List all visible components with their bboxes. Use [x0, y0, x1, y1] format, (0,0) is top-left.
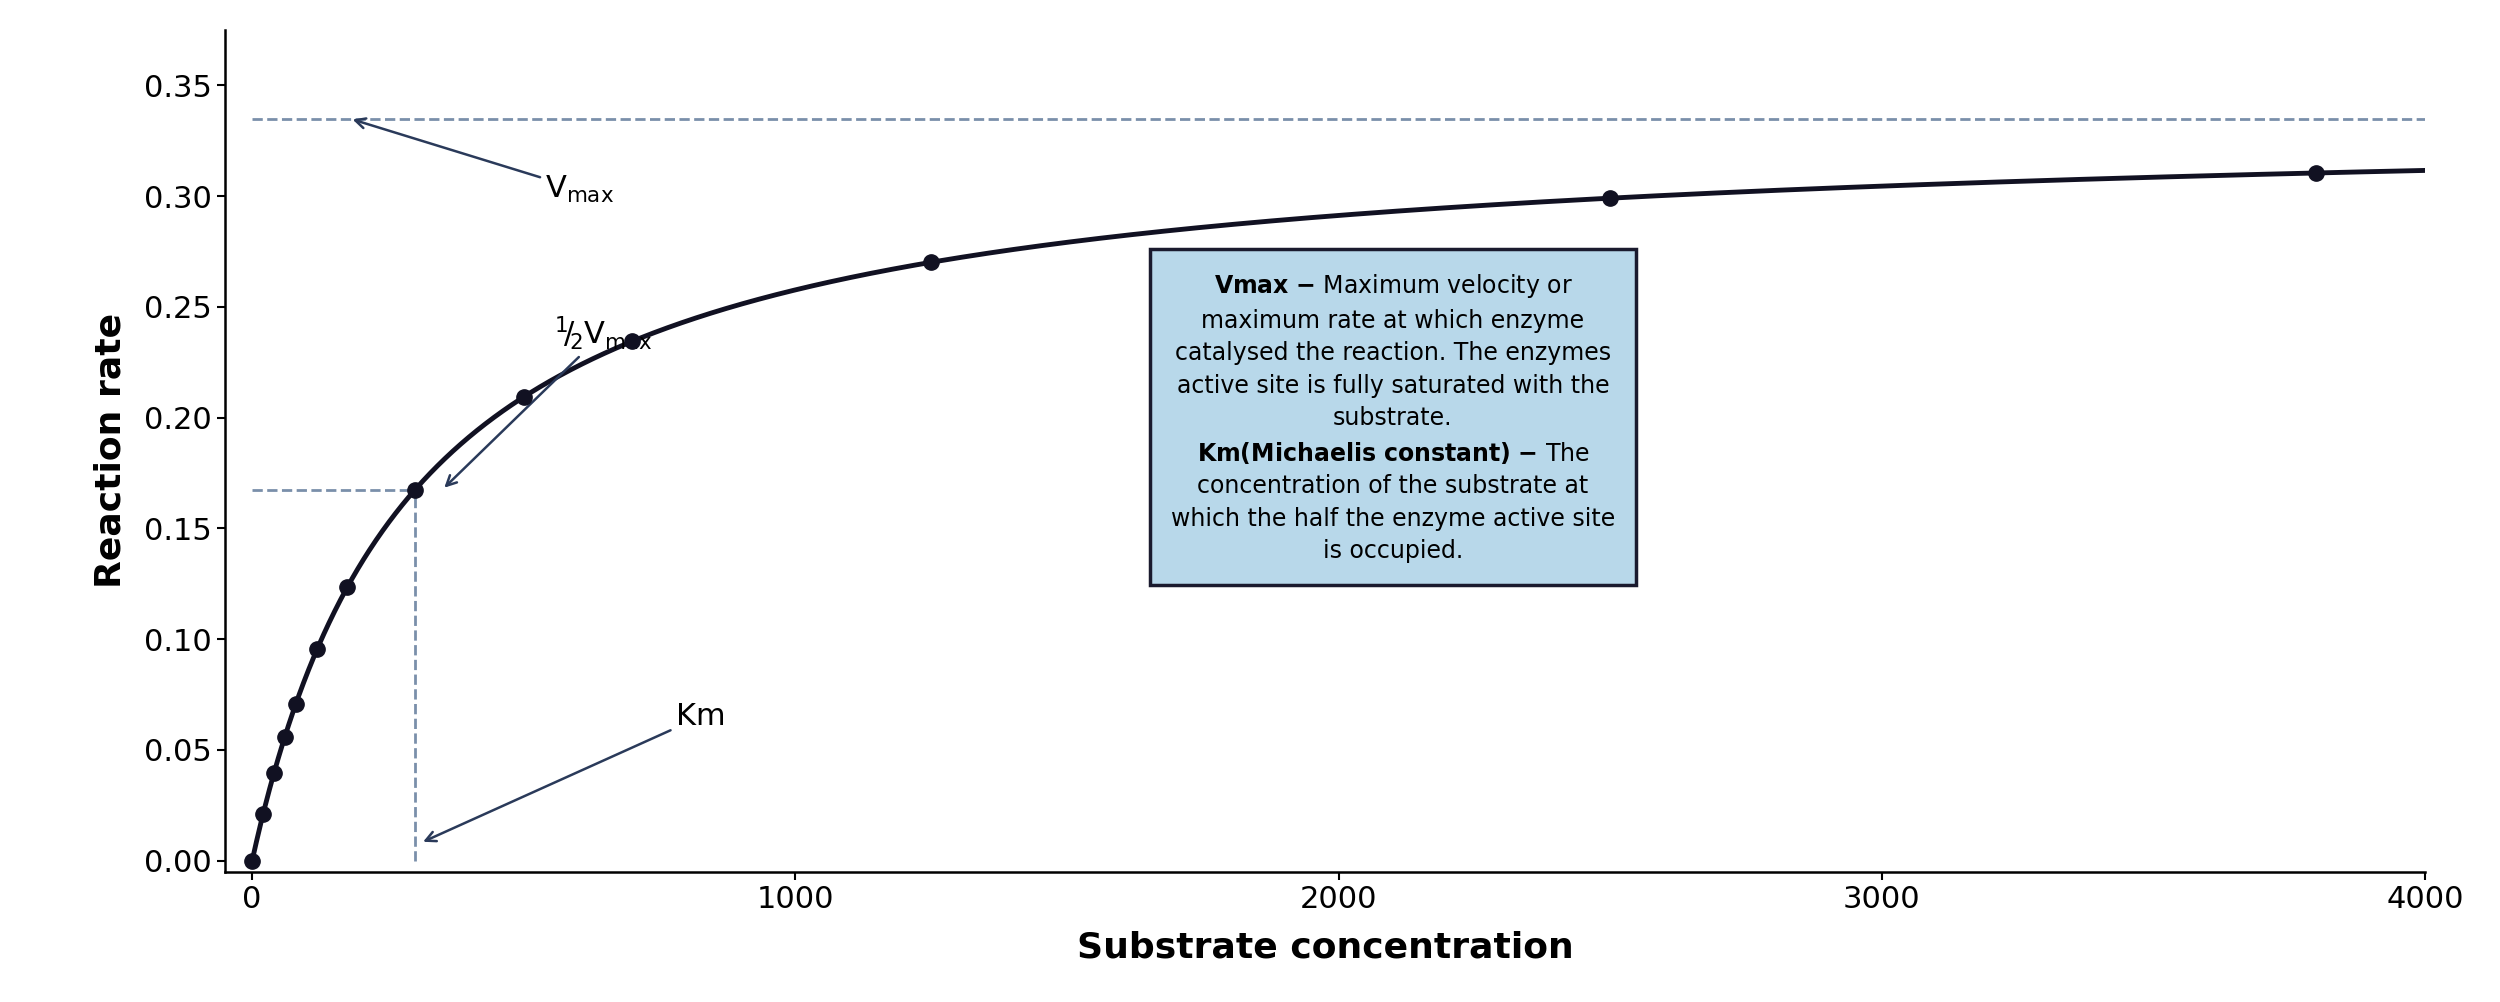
Text: $\bf{Vmax}$ $\bf{-}$ Maximum velocity or
maximum rate at which enzyme
catalysed : $\bf{Vmax}$ $\bf{-}$ Maximum velocity or…: [1170, 272, 1615, 563]
Y-axis label: Reaction rate: Reaction rate: [92, 314, 128, 588]
Text: Km: Km: [425, 702, 725, 841]
Text: V$_{\mathrm{max}}$: V$_{\mathrm{max}}$: [355, 118, 615, 205]
Text: $^1\!/\!_2$V$_{\mathrm{max}}$: $^1\!/\!_2$V$_{\mathrm{max}}$: [448, 315, 652, 486]
X-axis label: Substrate concentration: Substrate concentration: [1078, 931, 1572, 965]
